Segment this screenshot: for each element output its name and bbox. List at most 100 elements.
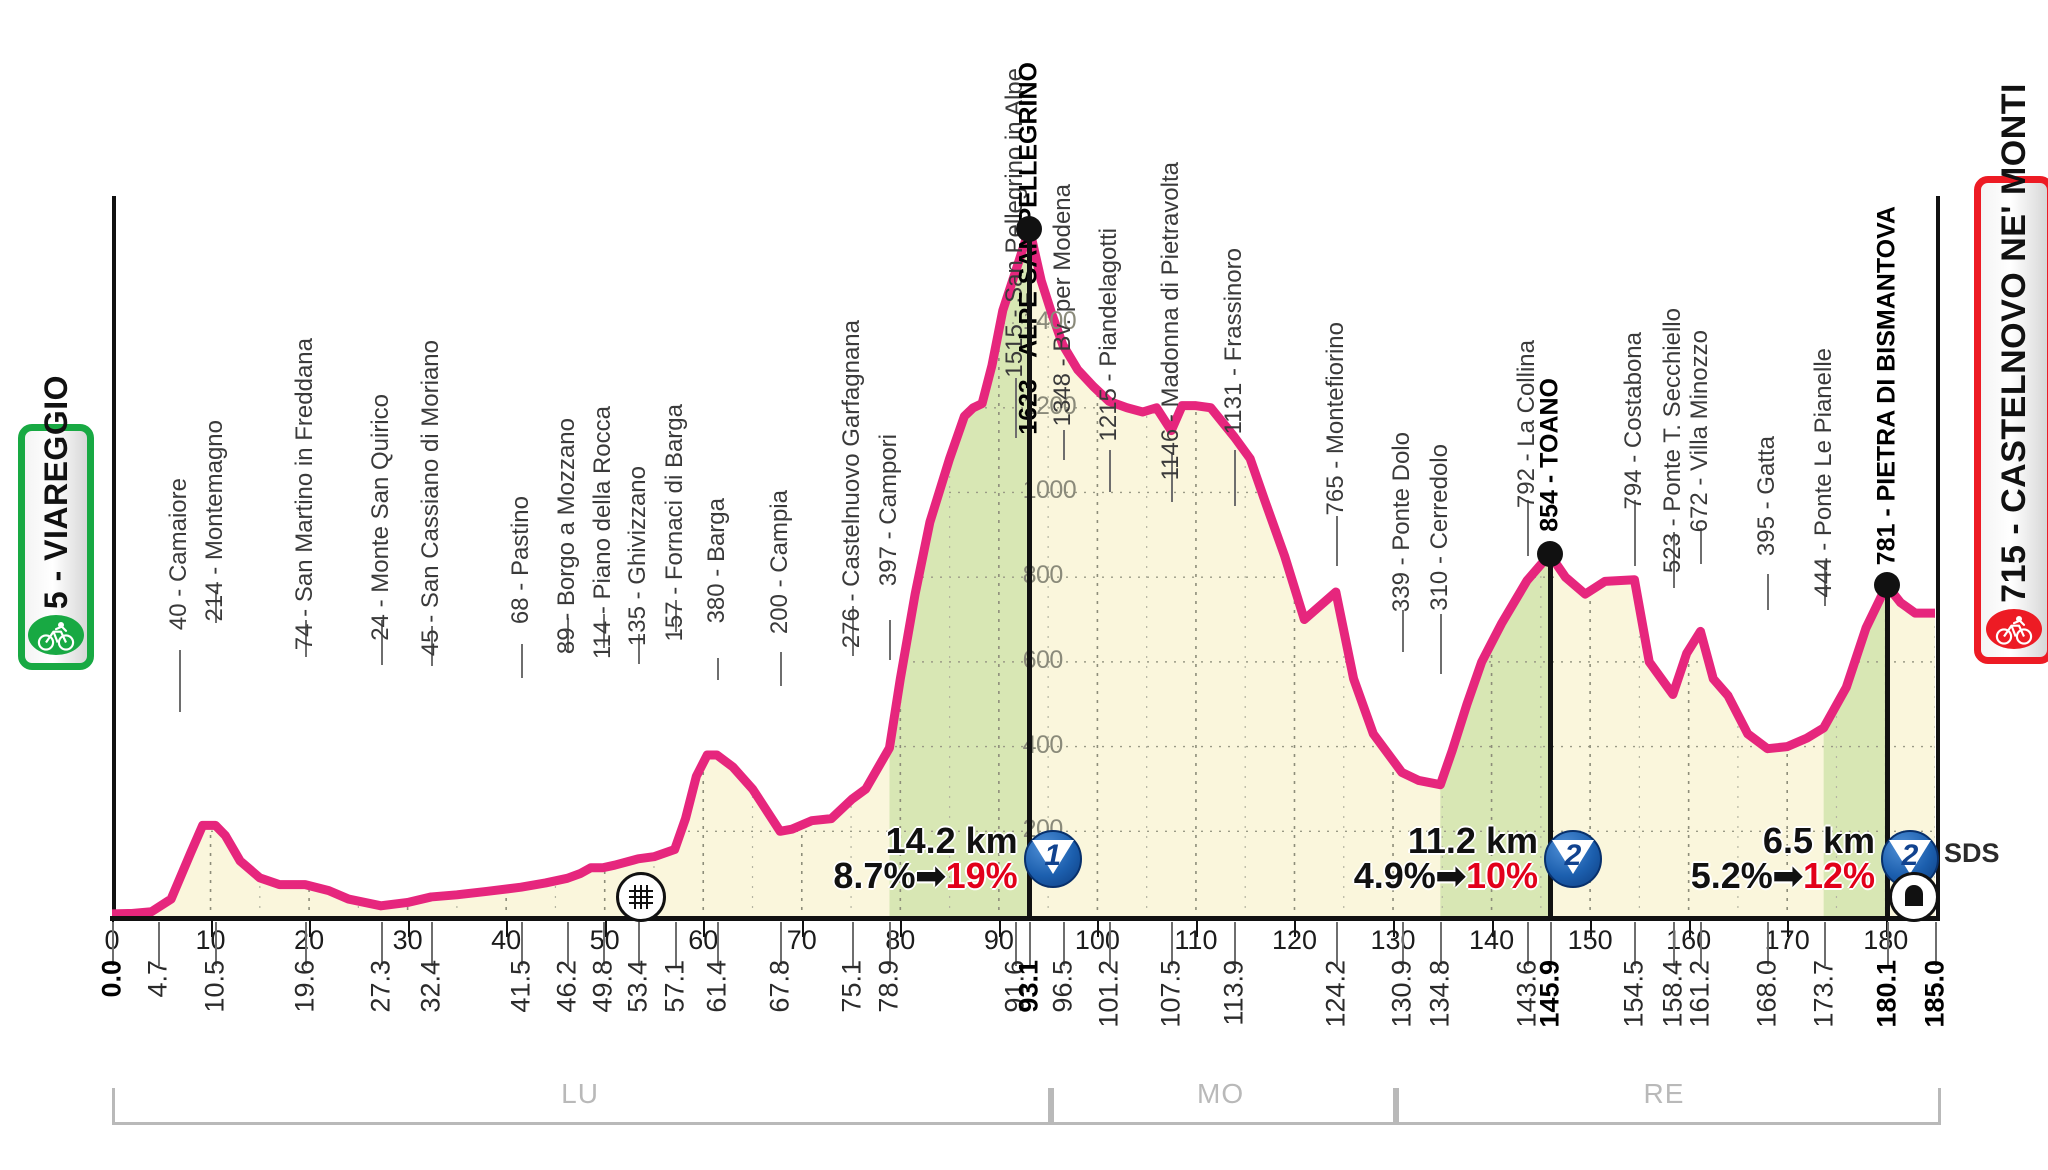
place-leader-tick xyxy=(780,652,783,686)
place-leader-tick xyxy=(1527,500,1530,556)
x-tick-mark-170 xyxy=(1787,921,1790,937)
climb-max-gradient: 12% xyxy=(1802,854,1875,896)
province-label: LU xyxy=(561,1078,599,1109)
place-label-text: 672 - Villa Minozzo xyxy=(1686,330,1714,533)
summit-marker-dot-toano xyxy=(1536,541,1563,568)
stage-finish-label: 715 - CASTELNOVO NE' MONTI xyxy=(1994,83,2033,603)
place-leader-tick xyxy=(1109,450,1112,492)
place-label: 114 - Piano della Rocca xyxy=(589,406,617,666)
climb-category-number: 2 xyxy=(1901,838,1919,872)
place-leader-tick xyxy=(1700,528,1703,564)
place-leader-tick xyxy=(638,634,641,664)
place-label-text: 74 - San Martino in Freddana xyxy=(291,338,319,651)
place-leader-tick xyxy=(1440,614,1443,674)
km-label-text: 4.7 xyxy=(142,960,173,998)
km-label: 75.1 xyxy=(837,960,868,1013)
climb-avg-gradient: 4.9% xyxy=(1353,854,1436,896)
km-label-text: 27.3 xyxy=(365,960,396,1013)
km-label-text: 57.1 xyxy=(659,960,690,1013)
km-tick xyxy=(158,922,161,966)
climb-info-toano: 11.2 km 4.9%➡10% 2 xyxy=(1353,820,1602,896)
place-label-text: 89 - Borgo a Mozzano xyxy=(553,418,581,655)
finish-line-icon xyxy=(1889,872,1940,922)
km-label: 130.9 xyxy=(1386,960,1417,1028)
km-label-text: 49.8 xyxy=(587,960,618,1013)
km-label: 10.5 xyxy=(200,960,231,1013)
km-label: 134.8 xyxy=(1425,960,1456,1028)
km-label: 107.5 xyxy=(1156,960,1187,1028)
province-bracket-RE xyxy=(1393,1088,1941,1125)
summit-marker-line-pietra-di-bismantova xyxy=(1884,585,1890,916)
province-label: RE xyxy=(1643,1078,1685,1109)
place-label: 157 - Fornaci di Barga xyxy=(661,404,689,648)
km-tick xyxy=(638,922,641,966)
x-axis-line xyxy=(110,916,1940,921)
km-label: 185.0 xyxy=(1920,960,1951,1028)
place-label: 672 - Villa Minozzo xyxy=(1686,330,1714,539)
place-label-text: 339 - Ponte Dolo xyxy=(1387,432,1415,613)
km-label: 161.2 xyxy=(1685,960,1716,1028)
km-tick xyxy=(1109,922,1112,966)
km-tick xyxy=(1672,922,1675,966)
place-label-text: 794 - Costabona xyxy=(1620,332,1648,510)
place-leader-tick xyxy=(567,618,570,652)
x-tick-label-100: 100 xyxy=(1074,925,1120,955)
km-tick xyxy=(1401,922,1404,966)
km-label-text: 53.4 xyxy=(622,960,653,1013)
place-label: 444 - Ponte Le Pianelle xyxy=(1810,348,1838,605)
climb-distance: 14.2 km xyxy=(885,820,1018,861)
x-tick-mark-70 xyxy=(801,921,804,937)
climb-info-pietra-di-bismantova: 6.5 km 5.2%➡12% 2 xyxy=(1691,820,1939,896)
place-label-text: 1131 - Frassinoro xyxy=(1220,248,1248,435)
km-label: 145.9 xyxy=(1534,960,1565,1028)
x-tick-mark-50 xyxy=(604,921,607,937)
km-label-text: 19.6 xyxy=(289,960,320,1013)
x-tick-label-120: 120 xyxy=(1271,925,1318,955)
place-label-text: 444 - Ponte Le Pianelle xyxy=(1809,348,1837,598)
cyclist-icon xyxy=(1986,609,2042,649)
x-tick-label-130: 130 xyxy=(1370,925,1416,955)
place-label-text: 765 - Montefiorino xyxy=(1321,322,1349,516)
place-leader-tick xyxy=(215,590,218,623)
x-tick-mark-10 xyxy=(210,921,213,937)
km-label: 57.1 xyxy=(659,960,690,1013)
km-label-text: 173.7 xyxy=(1808,960,1839,1028)
place-label: 380 - Barga xyxy=(703,498,731,630)
climb-avg-gradient: 8.7% xyxy=(833,854,916,896)
place-label-text: 276 - Castelnuovo Garfagnana xyxy=(838,320,866,649)
place-leader-tick xyxy=(1767,574,1770,610)
place-leader-tick xyxy=(520,644,523,678)
km-tick xyxy=(1549,922,1552,966)
km-tick xyxy=(1014,922,1017,966)
place-label-text: 781 - PIETRA DI BISMANTOVA xyxy=(1872,206,1901,566)
km-label: 41.5 xyxy=(505,960,536,1013)
place-label: 276 - Castelnuovo Garfagnana xyxy=(838,320,866,655)
x-tick-label-70: 70 xyxy=(786,925,817,955)
km-tick xyxy=(520,922,523,966)
place-label: 214 - Montemagno xyxy=(201,420,229,628)
summit-marker-dot-alpe-san-pellegrino xyxy=(1016,215,1043,242)
place-label: 1215 - Piandelagotti xyxy=(1095,228,1123,449)
km-label: 124.2 xyxy=(1320,960,1351,1028)
km-label-text: 107.5 xyxy=(1155,960,1186,1028)
place-label: 74 - San Martino in Freddana xyxy=(291,338,319,657)
km-label: 46.2 xyxy=(552,960,583,1013)
arrow-right-icon: ➡ xyxy=(1435,854,1466,896)
km-label-text: 10.5 xyxy=(199,960,230,1013)
place-label-text: 135 - Ghivizzano xyxy=(624,466,652,647)
stage-start-plate: 5 - VIAREGGIO xyxy=(18,375,94,670)
x-tick-mark-120 xyxy=(1294,921,1297,937)
km-label: 173.7 xyxy=(1808,960,1839,1028)
place-leader-tick xyxy=(602,614,605,648)
km-tick xyxy=(1935,922,1937,966)
place-label: 854 - TOANO xyxy=(1535,378,1564,539)
climb-distance: 6.5 km xyxy=(1762,820,1875,861)
triangle-down-icon xyxy=(1031,839,1074,874)
km-label: 19.6 xyxy=(290,960,321,1013)
place-label-text: 397 - Campori xyxy=(875,434,903,587)
place-label-text: 395 - Gatta xyxy=(1753,436,1781,557)
place-label: 200 - Campia xyxy=(766,490,794,641)
km-label: 78.9 xyxy=(874,960,905,1013)
climb-distance: 11.2 km xyxy=(1407,820,1538,861)
km-tick xyxy=(1634,922,1637,966)
